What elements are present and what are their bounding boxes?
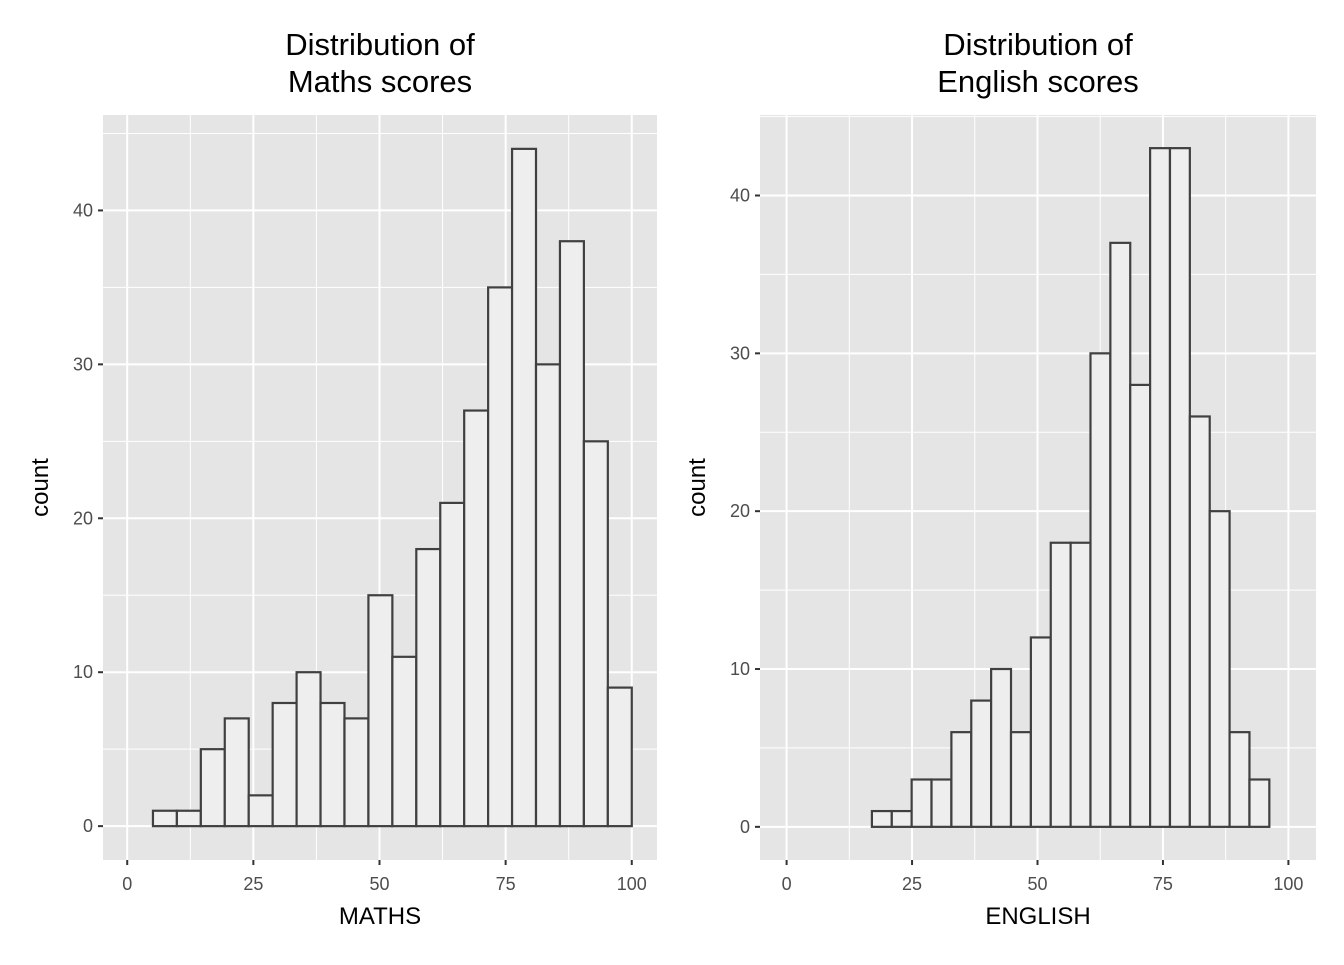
x-tick-label: 50: [369, 874, 389, 894]
histogram-bar: [247, 794, 274, 828]
histogram-bar: [950, 731, 973, 828]
x-tick-label: 25: [243, 874, 263, 894]
histogram-bar: [870, 809, 893, 828]
y-tick-label: 20: [73, 508, 93, 528]
histogram-bar: [1188, 415, 1211, 828]
histogram-bar: [199, 748, 226, 828]
chart-maths: 0 25 50 75 100 0 10 20 30 40 Distribution ofMaths …: [27, 27, 657, 930]
x-tick-label: 100: [617, 874, 647, 894]
y-axis-title: count: [27, 458, 54, 517]
histogram-bar: [391, 655, 418, 828]
histogram-bar: [510, 147, 538, 828]
x-tick-label: 0: [122, 874, 132, 894]
histogram-bar: [1248, 778, 1271, 828]
histogram-bar: [534, 363, 562, 828]
y-tick-label: 10: [73, 662, 93, 682]
histogram-bar: [1228, 731, 1251, 828]
histogram-bar: [1069, 541, 1092, 828]
histogram-bar: [487, 286, 514, 828]
histogram-bar: [343, 717, 370, 828]
x-axis-title: ENGLISH: [985, 903, 1090, 930]
y-tick-label: 30: [73, 354, 93, 374]
histogram-bar: [1129, 383, 1152, 828]
histogram-bar: [890, 809, 913, 828]
histogram-bar: [295, 671, 322, 828]
histogram-bar: [271, 701, 298, 828]
x-tick-label: 0: [782, 874, 792, 894]
histogram-bar: [367, 594, 394, 828]
y-tick-label: 0: [740, 817, 750, 837]
histogram-bar: [319, 701, 346, 828]
histogram-bar: [990, 667, 1013, 828]
chart-title-line: Maths scores: [288, 64, 472, 99]
x-tick-label: 50: [1027, 874, 1047, 894]
x-tick-label: 75: [1153, 874, 1173, 894]
y-axis-title: count: [684, 458, 711, 517]
histogram-bar: [463, 409, 490, 828]
y-tick-label: 40: [730, 185, 750, 205]
histogram-bar: [1009, 731, 1032, 828]
x-tick-label: 100: [1273, 874, 1303, 894]
histogram-bar: [1208, 510, 1231, 828]
chart-title-line: Distribution of: [285, 27, 475, 62]
histogram-bar: [1029, 636, 1052, 828]
y-tick-label: 10: [730, 659, 750, 679]
histogram-bar: [151, 809, 178, 828]
histogram-bar: [1109, 241, 1132, 828]
chart-english: 0 25 50 75 100 0 10 20 30 40 Distribution ofEnglis…: [684, 27, 1316, 930]
histogram-bar: [558, 240, 585, 828]
histogram-bar: [1168, 147, 1191, 828]
histogram-bar: [930, 778, 953, 828]
x-axis-title: MATHS: [339, 903, 421, 930]
chart-title-line: English scores: [937, 64, 1139, 99]
y-tick-label: 20: [730, 501, 750, 521]
histogram-bar: [910, 778, 933, 828]
histogram-bar: [970, 699, 993, 828]
y-tick-label: 40: [73, 200, 93, 220]
histogram-bar: [1089, 352, 1112, 828]
y-tick-label: 0: [83, 816, 93, 836]
x-tick-label: 25: [902, 874, 922, 894]
x-tick-label: 75: [496, 874, 516, 894]
histogram-bar: [606, 686, 633, 828]
histogram-bar: [1049, 541, 1072, 828]
histogram-bar: [439, 501, 466, 828]
histogram-bar: [223, 717, 250, 828]
histogram-bar: [415, 547, 442, 828]
chart-title-line: Distribution of: [943, 27, 1133, 62]
histogram-bar: [582, 440, 609, 828]
histogram-bar: [1149, 147, 1172, 828]
histogram-bar: [175, 809, 202, 828]
y-tick-label: 30: [730, 343, 750, 363]
